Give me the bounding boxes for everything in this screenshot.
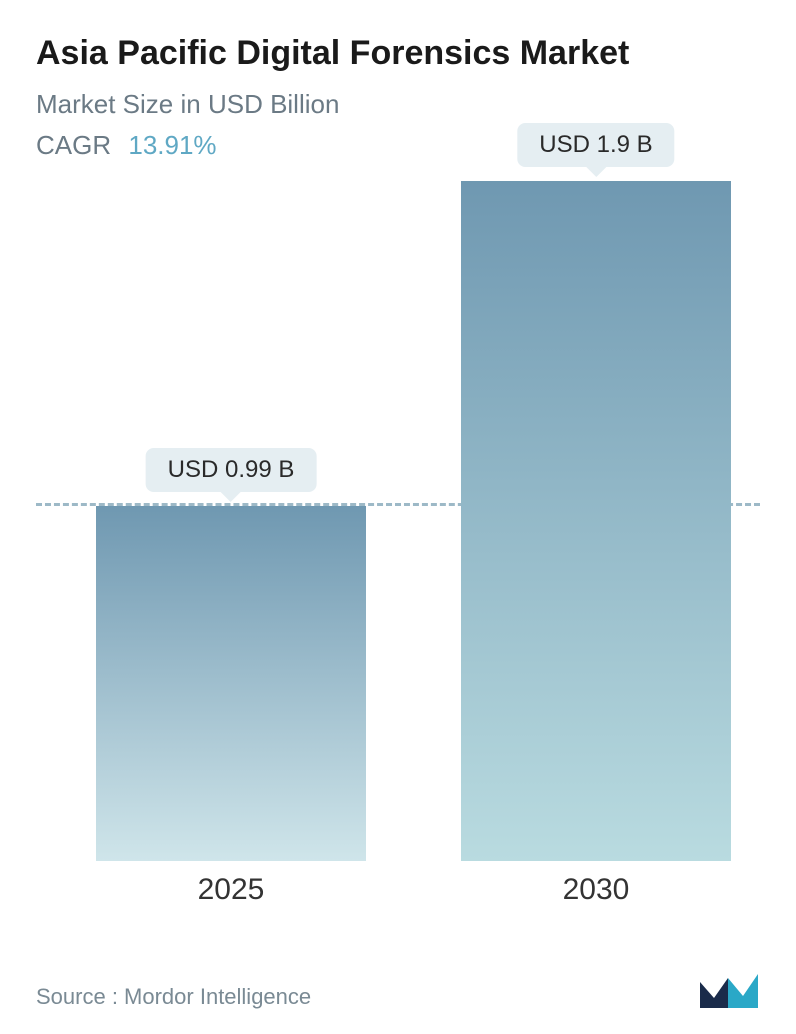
bar-value-label: USD 0.99 B: [146, 448, 317, 492]
bar-value-label-wrap: USD 0.99 B: [146, 448, 317, 492]
bar-value-label-wrap: USD 1.9 B: [517, 123, 674, 167]
chart-container: Asia Pacific Digital Forensics Market Ma…: [0, 0, 796, 1034]
chart-footer: Source : Mordor Intelligence: [36, 968, 760, 1010]
bar-fill: [96, 506, 366, 860]
chart-title: Asia Pacific Digital Forensics Market: [36, 32, 760, 75]
bar-fill: [461, 181, 731, 861]
bar-value-label: USD 1.9 B: [517, 123, 674, 167]
x-axis-label: 2025: [198, 873, 265, 907]
chart-plot-area: USD 0.99 B USD 1.9 B 2025 2030: [36, 181, 760, 1015]
chart-subtitle: Market Size in USD Billion: [36, 89, 760, 120]
source-attribution: Source : Mordor Intelligence: [36, 984, 311, 1010]
cagr-label: CAGR: [36, 130, 111, 160]
bar-2025: USD 0.99 B: [96, 506, 366, 860]
plot: USD 0.99 B USD 1.9 B: [36, 181, 760, 861]
x-axis-label: 2030: [563, 873, 630, 907]
mordor-logo-icon: [698, 968, 760, 1010]
cagr-value: 13.91%: [128, 130, 216, 160]
x-axis-labels: 2025 2030: [36, 873, 760, 923]
bar-2030: USD 1.9 B: [461, 181, 731, 861]
